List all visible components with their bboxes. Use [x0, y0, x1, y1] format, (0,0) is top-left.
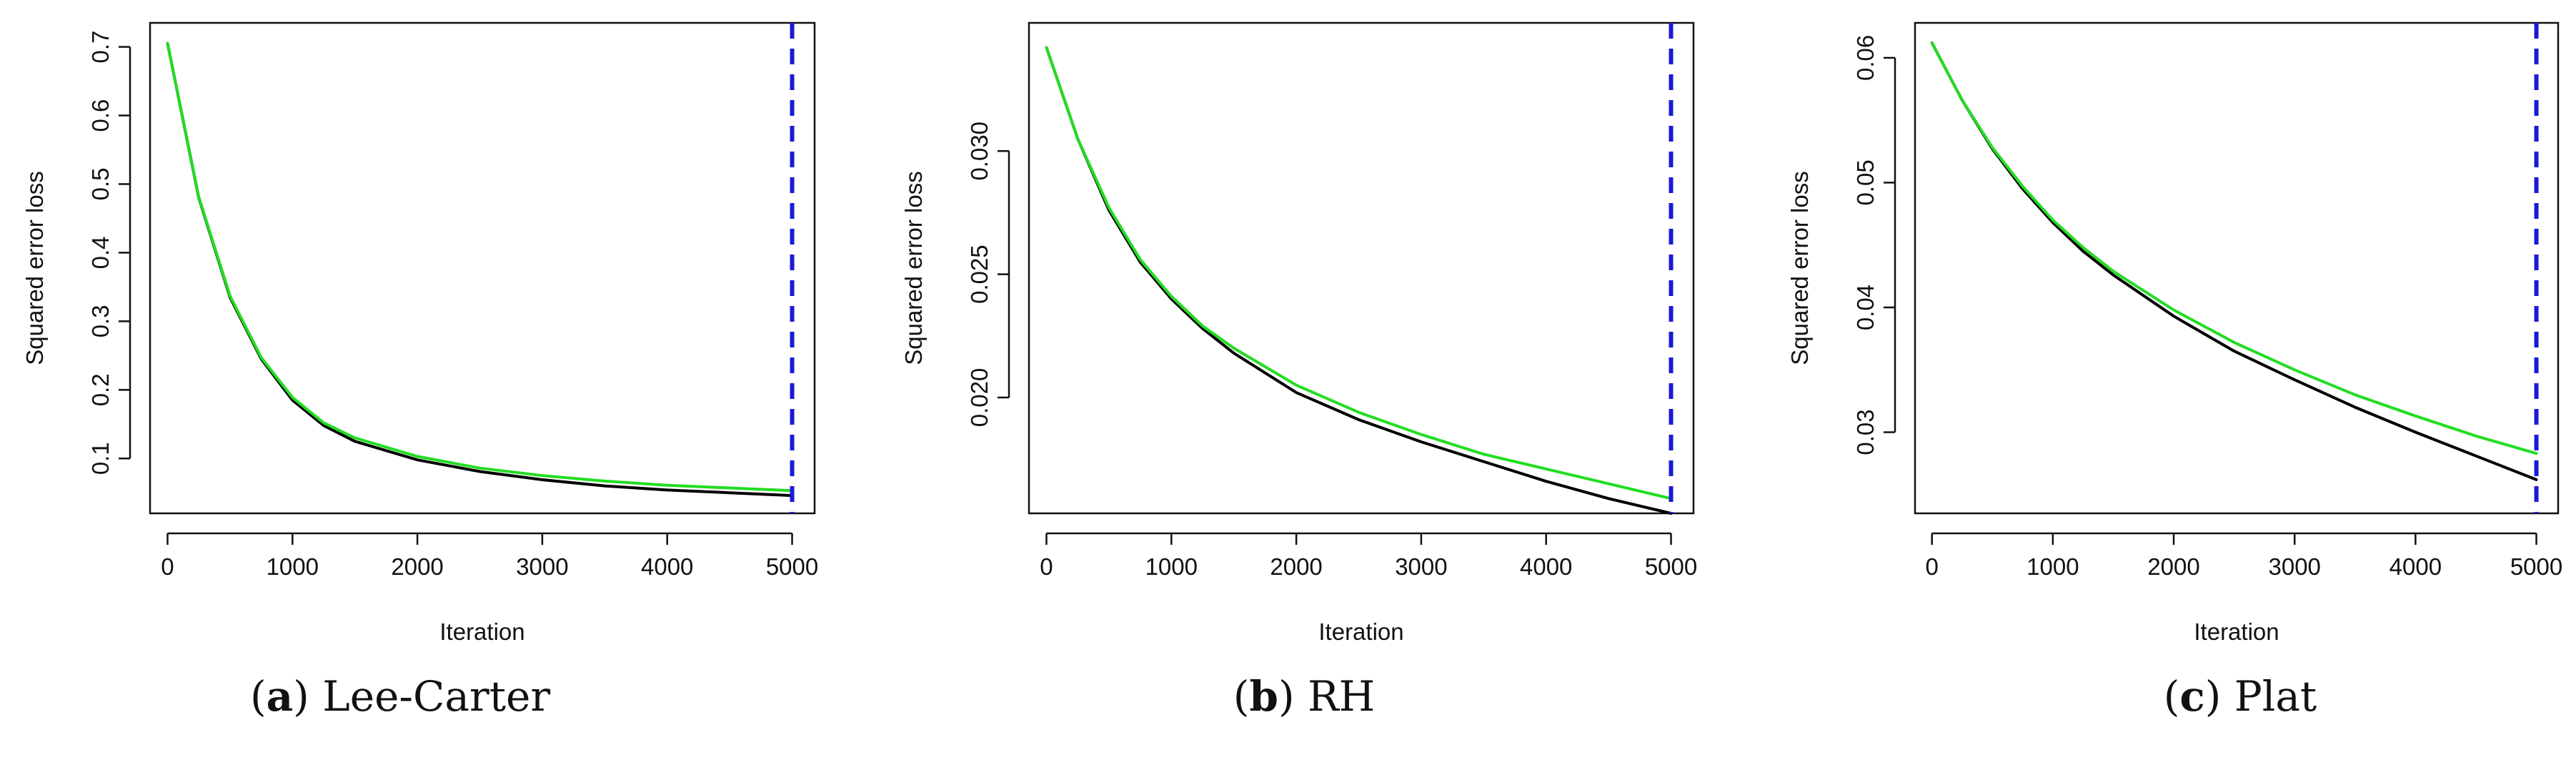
y-tick-label-b-2: 0.030: [966, 122, 993, 181]
caption-title-a: Lee-Carter: [322, 672, 551, 721]
caption-label-b: b: [1249, 672, 1278, 721]
plot-a: 0 1000 2000 3000 4000 5000 0.1 0.2 0.3 0.4 0.5 0.6 0…: [21, 21, 818, 645]
x-tick-label-a-5: 5000: [766, 553, 818, 580]
y-tick-label-a-6: 0.7: [87, 31, 114, 64]
plot-c: 0 1000 2000 3000 4000 5000 0.03 0.04 0.05 0.06 Ite…: [1786, 21, 2562, 645]
series-line-a-1: [166, 41, 794, 493]
y-tick-label-c-3: 0.06: [1852, 35, 1879, 81]
x-tick-label-b-5: 5000: [1645, 553, 1697, 580]
x-tick-label-a-2: 2000: [391, 553, 443, 580]
caption-a: (a) Lee-Carter: [249, 672, 551, 721]
y-axis-title-b: Squared error loss: [900, 171, 927, 365]
x-tick-label-c-4: 4000: [2389, 553, 2442, 580]
x-tick-label-a-3: 3000: [516, 553, 568, 580]
caption-b: (b) RH: [1233, 672, 1376, 721]
x-tick-label-c-5: 5000: [2510, 553, 2562, 580]
y-tick-label-a-0: 0.1: [87, 442, 114, 475]
x-tick-label-c-0: 0: [1926, 553, 1939, 580]
y-axis-title-c: Squared error loss: [1786, 171, 1813, 365]
x-tick-label-c-2: 2000: [2147, 553, 2199, 580]
series-line-c-1: [1930, 41, 2538, 455]
x-tick-label-b-1: 1000: [1145, 553, 1198, 580]
y-tick-label-c-1: 0.04: [1852, 285, 1879, 330]
caption-title-b: RH: [1308, 672, 1376, 721]
y-tick-label-a-4: 0.5: [87, 168, 114, 201]
series-line-c-0: [1930, 41, 2538, 481]
y-tick-label-a-3: 0.4: [87, 236, 114, 269]
y-tick-label-a-1: 0.2: [87, 373, 114, 406]
x-tick-label-b-3: 3000: [1395, 553, 1447, 580]
series-line-b-1: [1045, 46, 1673, 500]
x-tick-label-b-2: 2000: [1270, 553, 1322, 580]
y-tick-label-c-2: 0.05: [1852, 159, 1879, 205]
plot-frame-c: [1914, 21, 2560, 515]
y-tick-label-b-1: 0.025: [966, 245, 993, 304]
series-line-a-0: [166, 41, 794, 498]
x-axis-title-a: Iteration: [439, 618, 524, 645]
y-axis-title-a: Squared error loss: [21, 171, 48, 365]
plot-b: 0 1000 2000 3000 4000 5000 0.020 0.025 0.030 Iter…: [900, 21, 1697, 645]
caption-title-c: Plat: [2234, 672, 2317, 721]
x-tick-label-a-0: 0: [161, 553, 174, 580]
caption-label-c: c: [2179, 672, 2205, 721]
x-tick-label-b-4: 4000: [1520, 553, 1572, 580]
x-tick-label-a-4: 4000: [641, 553, 693, 580]
plot-frame-b: [1028, 21, 1695, 515]
y-tick-label-a-2: 0.3: [87, 305, 114, 337]
x-tick-label-b-0: 0: [1040, 553, 1053, 580]
x-tick-label-a-1: 1000: [267, 553, 319, 580]
x-axis-title-c: Iteration: [2194, 618, 2279, 645]
x-tick-label-c-3: 3000: [2268, 553, 2320, 580]
y-tick-label-a-5: 0.6: [87, 99, 114, 132]
x-tick-label-c-1: 1000: [2027, 553, 2079, 580]
y-tick-label-b-0: 0.020: [966, 368, 993, 428]
plot-frame-a: [149, 21, 816, 515]
caption-c: (c) Plat: [2163, 672, 2317, 721]
caption-label-a: a: [266, 672, 294, 721]
y-tick-label-c-0: 0.03: [1852, 409, 1879, 455]
x-axis-title-b: Iteration: [1318, 618, 1403, 645]
series-line-b-0: [1045, 46, 1673, 515]
